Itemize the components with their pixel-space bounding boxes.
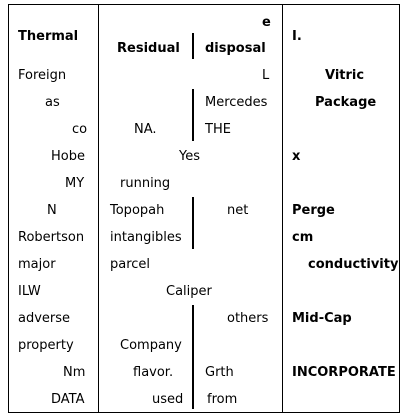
row8-col2a: parcel [110,257,151,272]
header-col2-top: e [262,15,271,30]
row11-col2a: Company [120,338,182,353]
row4-col3: x [292,149,301,164]
row10-col1: adverse [18,311,71,326]
row8-col3: conductivity [308,257,399,272]
row11-col1: property [18,338,74,353]
row6-col3: Perge [292,203,335,218]
row1-col3: Vitric [325,68,365,83]
row13-col2a: used [152,392,184,407]
row12-col1: Nm [63,365,86,380]
header-col2-left: Residual [117,41,180,56]
row13-col1: DATA [51,392,85,407]
header-col3: I. [292,29,302,44]
row2-col1: as [45,95,60,110]
row3-col1: co [72,122,88,137]
row12-col2b: Grth [205,365,234,380]
row3-col2a: NA. [134,122,157,137]
inner-divider-upper [192,89,194,141]
row6-col1: N [47,203,57,218]
header-col2-right: disposal [205,41,266,56]
inner-divider-header [192,33,194,59]
header-col1: Thermal [18,29,79,44]
row9-col2a: Caliper [166,284,212,299]
inner-divider-lower [192,305,194,409]
row1-col1: Foreign [18,68,67,83]
row6-col2b: net [227,203,249,218]
column-divider-2 [282,5,283,412]
row5-col2a: running [120,176,171,191]
row13-col2b: from [207,392,238,407]
row6-col2a: Topopah [110,203,165,218]
row2-col3: Package [315,95,377,110]
row10-col2b: others [227,311,269,326]
row12-col2a: flavor. [133,365,174,380]
row2-col2b: Mercedes [205,95,268,110]
inner-divider-middle [192,197,194,249]
data-table: Thermal e Residual disposal I. Foreign L… [8,4,400,413]
row4-col1: Hobe [51,149,85,164]
column-divider-1 [98,5,99,412]
row10-col3: Mid-Cap [292,311,352,326]
row7-col2a: intangibles [110,230,182,245]
row1-col2b: L [262,68,270,83]
row12-col3: INCORPORATE [292,365,396,380]
row9-col1: ILW [18,284,41,299]
row8-col1: major [18,257,56,272]
row7-col1: Robertson [18,230,85,245]
row3-col2b: THE [205,122,231,137]
row5-col1: MY [65,176,85,191]
row7-col3: cm [292,230,314,245]
row4-col2a: Yes [179,149,200,164]
